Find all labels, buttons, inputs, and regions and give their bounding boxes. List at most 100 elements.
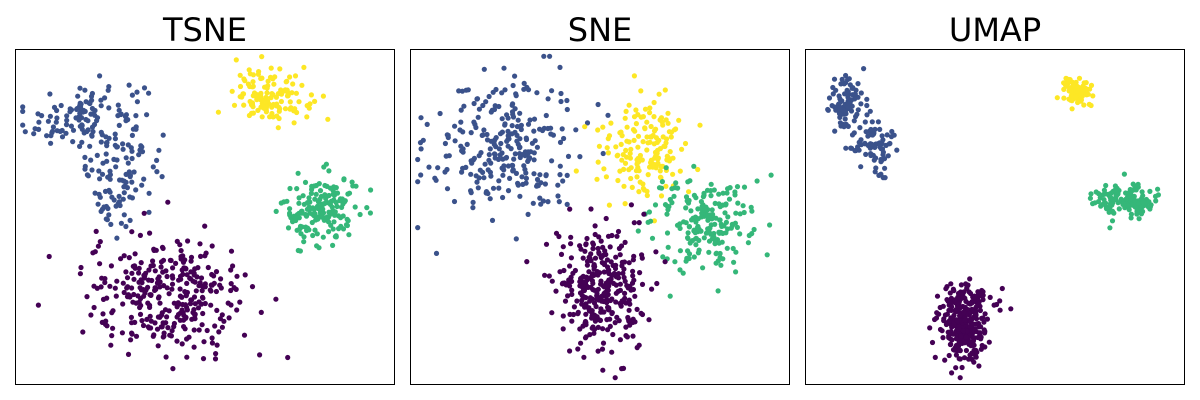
scatter-point bbox=[179, 307, 185, 313]
scatter-point bbox=[287, 74, 293, 80]
scatter-point bbox=[513, 236, 519, 242]
scatter-point bbox=[958, 282, 964, 288]
cluster-1 bbox=[573, 73, 703, 224]
scatter-point bbox=[562, 298, 569, 304]
scatter-point bbox=[145, 284, 151, 290]
scatter-point bbox=[598, 294, 604, 300]
scatter-point bbox=[523, 170, 529, 176]
scatter-point bbox=[1112, 183, 1118, 189]
scatter-point bbox=[754, 178, 760, 184]
scatter-point bbox=[553, 288, 559, 294]
scatter-point bbox=[459, 169, 465, 175]
scatter-point bbox=[169, 328, 175, 334]
scatter-point bbox=[972, 326, 978, 332]
scatter-point bbox=[1078, 98, 1084, 104]
scatter-point bbox=[468, 171, 474, 177]
scatter-point bbox=[514, 132, 520, 138]
scatter-point bbox=[150, 262, 156, 269]
scatter-point bbox=[53, 119, 59, 125]
scatter-point bbox=[182, 289, 188, 295]
scatter-point bbox=[241, 332, 248, 338]
scatter-point bbox=[120, 146, 126, 152]
scatter-point bbox=[527, 117, 533, 123]
scatter-point bbox=[109, 310, 115, 316]
scatter-point bbox=[187, 301, 194, 307]
scatter-point bbox=[564, 106, 570, 113]
scatter-point bbox=[595, 245, 601, 252]
scatter-point bbox=[480, 169, 486, 175]
scatter-point bbox=[89, 167, 95, 173]
scatter-point bbox=[630, 273, 636, 279]
scatter-point bbox=[1153, 198, 1159, 204]
scatter-point bbox=[329, 204, 335, 210]
scatter-point bbox=[523, 175, 529, 181]
scatter-point bbox=[594, 176, 600, 182]
scatter-point bbox=[961, 355, 968, 361]
scatter-point bbox=[639, 252, 645, 258]
cluster-1 bbox=[215, 54, 331, 131]
scatter-point bbox=[191, 294, 198, 300]
scatter-point bbox=[344, 222, 350, 229]
scatter-point bbox=[718, 262, 724, 268]
scatter-point bbox=[605, 268, 611, 274]
scatter-point bbox=[155, 314, 161, 320]
scatter-point bbox=[598, 255, 604, 261]
scatter-point bbox=[513, 170, 519, 176]
scatter-point bbox=[174, 238, 180, 244]
scatter-point bbox=[942, 357, 948, 363]
scatter-point bbox=[312, 211, 318, 217]
scatter-point bbox=[617, 252, 623, 258]
scatter-point bbox=[654, 161, 661, 167]
scatter-point bbox=[129, 320, 135, 326]
scatter-point bbox=[595, 101, 601, 108]
scatter-point bbox=[685, 179, 691, 185]
scatter-point bbox=[1081, 102, 1087, 108]
scatter-point bbox=[583, 311, 589, 317]
cluster-2 bbox=[273, 161, 374, 254]
scatter-point bbox=[471, 100, 477, 107]
scatter-point bbox=[103, 151, 109, 157]
scatter-point bbox=[415, 225, 421, 231]
scatter-point bbox=[594, 269, 600, 275]
scatter-point bbox=[840, 107, 846, 113]
scatter-point bbox=[185, 238, 191, 244]
scatter-point bbox=[228, 248, 235, 254]
scatter-point bbox=[464, 141, 470, 147]
scatter-point bbox=[980, 297, 986, 303]
scatter-point bbox=[695, 206, 701, 212]
scatter-point bbox=[826, 95, 833, 101]
scatter-point bbox=[679, 146, 685, 152]
scatter-point bbox=[584, 235, 590, 242]
scatter-point bbox=[880, 149, 886, 155]
scatter-point bbox=[873, 155, 879, 161]
scatter-point bbox=[949, 370, 955, 376]
scatter-point bbox=[524, 259, 530, 265]
scatter-point bbox=[275, 125, 281, 131]
scatter-point bbox=[444, 186, 451, 192]
scatter-point bbox=[47, 113, 54, 119]
scatter-point bbox=[862, 119, 868, 125]
scatter-point bbox=[420, 137, 426, 143]
scatter-point bbox=[176, 277, 182, 283]
scatter-point bbox=[946, 333, 952, 339]
scatter-point bbox=[88, 93, 95, 99]
scatter-point bbox=[179, 341, 185, 347]
scatter-point bbox=[648, 123, 654, 130]
scatter-point bbox=[193, 288, 199, 294]
scatter-point bbox=[136, 279, 142, 285]
scatter-point bbox=[158, 264, 164, 270]
scatter-point bbox=[927, 325, 933, 331]
scatter-point bbox=[549, 158, 555, 164]
scatter-point bbox=[586, 254, 592, 260]
scatter-point bbox=[131, 169, 137, 175]
scatter-point bbox=[114, 144, 120, 150]
scatter-point bbox=[605, 233, 612, 239]
scatter-point bbox=[631, 253, 637, 259]
scatter-point bbox=[451, 198, 458, 205]
scatter-point bbox=[209, 243, 215, 249]
scatter-point bbox=[722, 210, 728, 216]
scatter-point bbox=[321, 164, 327, 170]
scatter-point bbox=[508, 146, 514, 152]
scatter-point bbox=[188, 258, 194, 264]
scatter-point bbox=[165, 325, 171, 331]
